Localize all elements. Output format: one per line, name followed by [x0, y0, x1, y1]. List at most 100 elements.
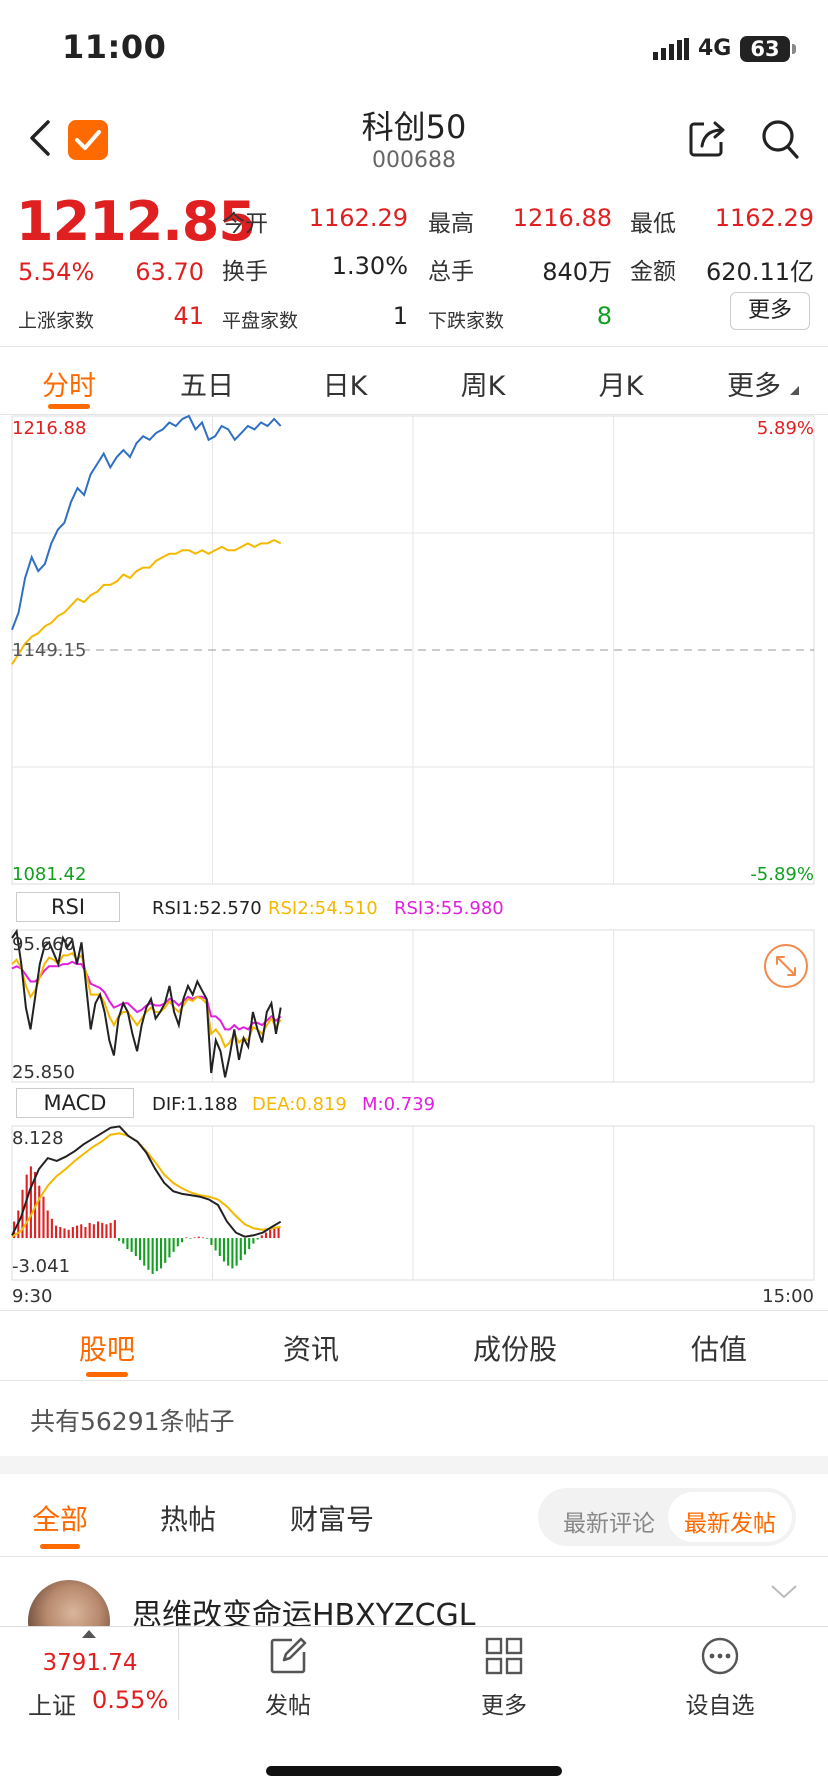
edit-icon[interactable] [268, 1636, 308, 1676]
decliners-label: 下跌家数 [428, 310, 505, 332]
decliners-value: 8 [596, 302, 612, 330]
back-icon[interactable] [26, 118, 54, 158]
open-value: 1162.29 [308, 204, 408, 232]
tab-news[interactable]: 资讯 [282, 1333, 339, 1366]
high-label: 最高 [428, 211, 474, 237]
rsi-chart[interactable] [0, 926, 828, 1086]
search-icon[interactable] [760, 118, 800, 160]
expand-icon[interactable] [762, 942, 810, 990]
tab-weekly-k[interactable]: 周K [460, 371, 506, 402]
avatar[interactable] [28, 1580, 110, 1626]
tab-underline [48, 404, 90, 409]
divider [0, 1556, 828, 1557]
turnover-value: 1.30% [331, 252, 408, 280]
intraday-y-max-label: 1216.88 [12, 418, 87, 439]
avg-price-line [11, 538, 282, 665]
chart-grid [11, 1125, 815, 1281]
divider [0, 414, 828, 415]
tab-more[interactable]: 更多 [727, 371, 781, 402]
intraday-chart[interactable] [0, 414, 828, 890]
divider [0, 1380, 828, 1381]
macd-y-max-label: 8.128 [12, 1128, 64, 1149]
macd-indicator-button[interactable]: MACD [16, 1088, 134, 1118]
volume-label: 总手 [428, 259, 474, 285]
prev-close-label: 1149.15 [12, 640, 87, 661]
sort-latest-comment[interactable]: 最新评论 [563, 1511, 655, 1537]
chevron-down-icon[interactable] [770, 1584, 798, 1600]
grid-icon[interactable] [484, 1636, 524, 1676]
tab-forum[interactable]: 股吧 [78, 1333, 135, 1366]
bottom-watchlist-label[interactable]: 设自选 [685, 1693, 755, 1719]
network-label: 4G [698, 36, 732, 61]
rsi-y-max-label: 95.660 [12, 934, 75, 955]
price-line [11, 414, 282, 631]
macd-y-min-label: -3.041 [12, 1256, 71, 1277]
unchanged-label: 平盘家数 [222, 310, 299, 332]
rsi3-value: RSI3:55.980 [394, 898, 504, 919]
change-amount: 63.70 [135, 258, 204, 286]
tab-daily-k[interactable]: 日K [322, 371, 368, 402]
macd-m-value: M:0.739 [362, 1094, 436, 1115]
rsi2-value: RSI2:54.510 [268, 898, 378, 919]
dif-line [11, 1125, 282, 1238]
index-value[interactable]: 3791.74 [42, 1650, 138, 1676]
page-title: 科创50 [361, 108, 467, 146]
battery-tip [792, 44, 796, 54]
open-label: 今开 [222, 211, 268, 237]
volume-value: 840万 [542, 258, 612, 286]
high-value: 1216.88 [512, 204, 612, 232]
share-icon[interactable] [688, 118, 728, 158]
divider [178, 1628, 179, 1720]
feed-tab-all[interactable]: 全部 [31, 1503, 88, 1536]
rsi1-line [11, 928, 282, 1078]
rsi1-value: RSI1:52.570 [152, 898, 262, 919]
index-name[interactable]: 上证 [28, 1692, 76, 1720]
signal-icon [653, 38, 689, 60]
rsi3-line [11, 960, 282, 1031]
amount-label: 金额 [630, 259, 676, 285]
bottom-more-label[interactable]: 更多 [481, 1693, 527, 1719]
divider [0, 346, 828, 347]
tab-five-day[interactable]: 五日 [180, 371, 234, 402]
quote-more-button[interactable]: 更多 [730, 292, 810, 330]
post-avatar-crop [28, 1580, 110, 1626]
intraday-y-min-label: 1081.42 [12, 864, 87, 885]
advancers-value: 41 [173, 302, 204, 330]
divider [0, 1310, 828, 1311]
x-start-label: 9:30 [12, 1286, 53, 1307]
unchanged-value: 1 [392, 302, 408, 330]
sort-latest-post[interactable]: 最新发帖 [684, 1511, 776, 1537]
low-value: 1162.29 [714, 204, 814, 232]
post-count: 共有56291条帖子 [30, 1407, 235, 1436]
feed-tab-fortune[interactable]: 财富号 [289, 1503, 374, 1536]
chart-grid [11, 415, 815, 885]
section-gap [0, 1456, 828, 1474]
tab-constituents[interactable]: 成份股 [472, 1333, 557, 1366]
feed-tab-hot[interactable]: 热帖 [159, 1503, 216, 1536]
caret-up-icon [82, 1630, 96, 1638]
macd-chart[interactable] [0, 1122, 828, 1284]
intraday-pct-min-label: -5.89% [750, 864, 814, 885]
tab-underline [86, 1372, 128, 1377]
tab-underline [40, 1544, 80, 1549]
current-price: 1212.85 [16, 190, 256, 253]
rsi-indicator-button[interactable]: RSI [16, 892, 120, 922]
change-percent: 5.54% [18, 258, 95, 286]
low-label: 最低 [630, 211, 676, 237]
more-dots-icon[interactable] [700, 1636, 740, 1676]
battery-icon: 63 [740, 36, 790, 62]
macd-dif-value: DIF:1.188 [152, 1094, 238, 1115]
tab-valuation[interactable]: 估值 [690, 1333, 747, 1366]
post-author[interactable]: 思维改变命运HBXYZCGL [132, 1598, 476, 1626]
stock-code: 000688 [372, 148, 456, 173]
home-indicator [266, 1766, 562, 1776]
rsi-y-min-label: 25.850 [12, 1062, 75, 1083]
macd-dea-value: DEA:0.819 [252, 1094, 347, 1115]
index-pct[interactable]: 0.55% [92, 1686, 169, 1714]
bottom-post-label[interactable]: 发帖 [265, 1693, 311, 1719]
turnover-label: 换手 [222, 259, 268, 285]
tab-monthly-k[interactable]: 月K [598, 371, 644, 402]
status-time: 11:00 [62, 28, 167, 66]
tab-intraday[interactable]: 分时 [42, 371, 96, 402]
sort-active-bg [668, 1492, 792, 1542]
